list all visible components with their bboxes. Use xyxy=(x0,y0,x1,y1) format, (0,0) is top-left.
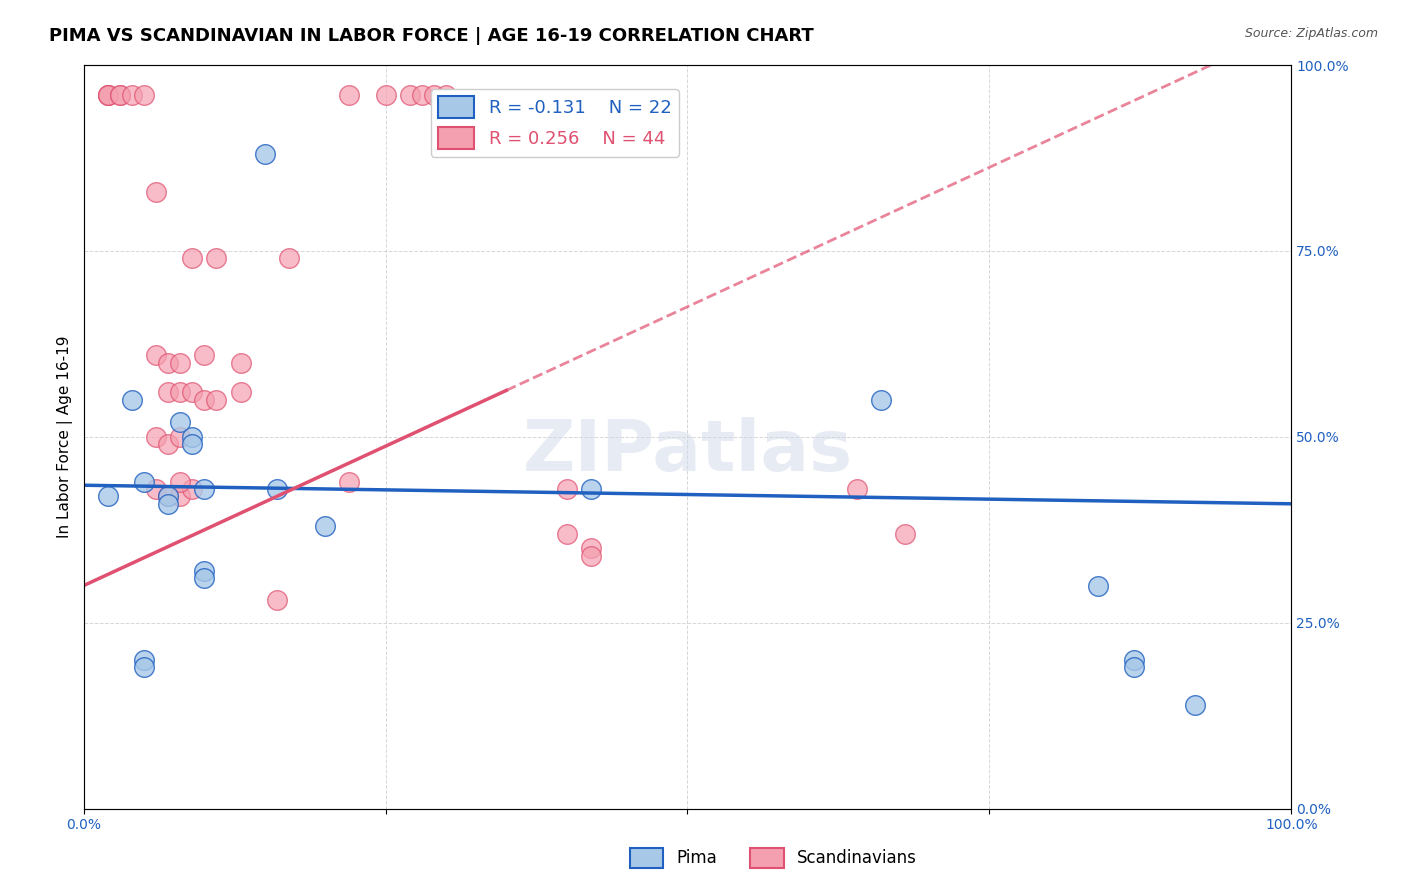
Point xyxy=(253,147,276,161)
Point xyxy=(132,475,155,489)
Point xyxy=(1087,579,1109,593)
Point xyxy=(205,392,228,407)
Point xyxy=(579,541,602,556)
Point xyxy=(169,415,191,429)
Point xyxy=(229,355,252,369)
Point xyxy=(97,87,120,102)
Point xyxy=(411,87,433,102)
Point xyxy=(145,348,167,362)
Point xyxy=(97,87,120,102)
Point xyxy=(181,430,204,444)
Point xyxy=(555,526,578,541)
Point xyxy=(277,252,299,266)
Point xyxy=(157,437,180,451)
Point xyxy=(181,385,204,400)
Point xyxy=(145,482,167,496)
Point xyxy=(1123,660,1146,674)
Point xyxy=(193,348,215,362)
Point xyxy=(894,526,917,541)
Point xyxy=(169,355,191,369)
Point xyxy=(337,87,360,102)
Text: Source: ZipAtlas.com: Source: ZipAtlas.com xyxy=(1244,27,1378,40)
Point xyxy=(181,252,204,266)
Point xyxy=(398,87,420,102)
Legend: R = -0.131    N = 22, R = 0.256    N = 44: R = -0.131 N = 22, R = 0.256 N = 44 xyxy=(430,89,679,156)
Point xyxy=(869,392,891,407)
Point xyxy=(145,185,167,199)
Point xyxy=(108,87,131,102)
Point xyxy=(132,660,155,674)
Point xyxy=(229,385,252,400)
Point xyxy=(579,549,602,563)
Point xyxy=(193,392,215,407)
Point xyxy=(132,653,155,667)
Point xyxy=(1123,653,1146,667)
Point xyxy=(157,497,180,511)
Point xyxy=(845,482,868,496)
Point xyxy=(97,489,120,503)
Point xyxy=(266,593,288,607)
Point xyxy=(169,489,191,503)
Point xyxy=(132,87,155,102)
Y-axis label: In Labor Force | Age 16-19: In Labor Force | Age 16-19 xyxy=(58,335,73,538)
Point xyxy=(374,87,396,102)
Point xyxy=(181,437,204,451)
Point xyxy=(205,252,228,266)
Point xyxy=(314,519,336,533)
Point xyxy=(193,482,215,496)
Point xyxy=(181,482,204,496)
Point xyxy=(266,482,288,496)
Text: PIMA VS SCANDINAVIAN IN LABOR FORCE | AGE 16-19 CORRELATION CHART: PIMA VS SCANDINAVIAN IN LABOR FORCE | AG… xyxy=(49,27,814,45)
Point xyxy=(579,482,602,496)
Point xyxy=(337,475,360,489)
Point xyxy=(169,430,191,444)
Point xyxy=(169,475,191,489)
Point xyxy=(193,564,215,578)
Point xyxy=(145,430,167,444)
Point xyxy=(423,87,446,102)
Point xyxy=(121,392,143,407)
Legend: Pima, Scandinavians: Pima, Scandinavians xyxy=(623,841,924,875)
Point xyxy=(1184,698,1206,712)
Point xyxy=(157,489,180,503)
Point xyxy=(193,571,215,585)
Point xyxy=(121,87,143,102)
Point xyxy=(169,385,191,400)
Point xyxy=(157,385,180,400)
Point xyxy=(157,355,180,369)
Point xyxy=(97,87,120,102)
Point xyxy=(434,87,457,102)
Text: ZIPatlas: ZIPatlas xyxy=(523,417,852,486)
Point xyxy=(157,489,180,503)
Point xyxy=(555,482,578,496)
Point xyxy=(108,87,131,102)
